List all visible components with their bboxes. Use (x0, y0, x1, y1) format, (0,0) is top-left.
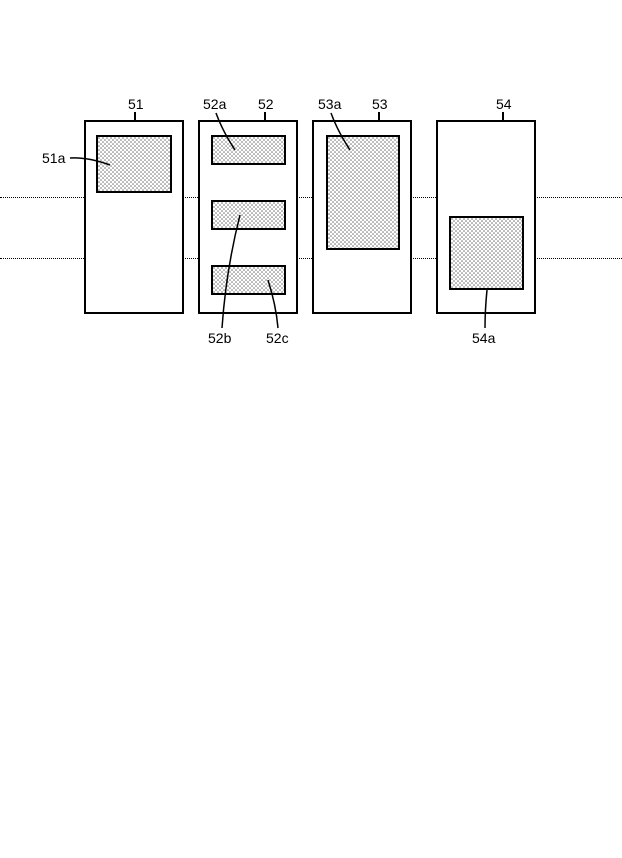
region-52a (211, 135, 286, 165)
region-53a (326, 135, 400, 250)
label-51a: 51a (42, 150, 65, 166)
tick-53 (378, 112, 380, 120)
tick-52 (264, 112, 266, 120)
label-54a: 54a (472, 330, 495, 346)
region-51a (96, 135, 172, 193)
label-53: 53 (372, 96, 388, 112)
label-51: 51 (128, 96, 144, 112)
tick-51 (134, 112, 136, 120)
region-54a (449, 216, 524, 290)
label-52: 52 (258, 96, 274, 112)
diagram-root: 51 52 53 54 51a 52a 52b 52c 53a 54a (0, 0, 622, 858)
label-52a: 52a (203, 96, 226, 112)
label-52c: 52c (266, 330, 289, 346)
label-54: 54 (496, 96, 512, 112)
label-53a: 53a (318, 96, 341, 112)
region-52c (211, 265, 286, 295)
region-52b (211, 200, 286, 230)
tick-54 (502, 112, 504, 120)
label-52b: 52b (208, 330, 231, 346)
